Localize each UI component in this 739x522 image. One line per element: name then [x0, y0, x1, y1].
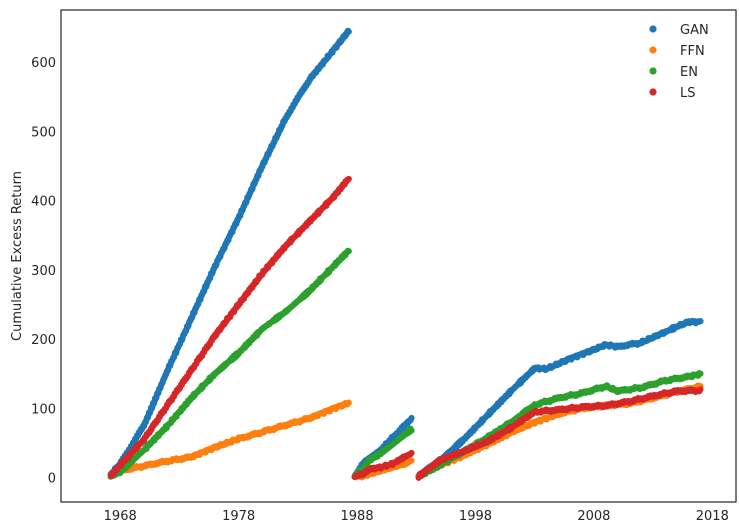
series-ls [107, 175, 704, 481]
point-gan [345, 28, 352, 35]
marks-layer [107, 27, 704, 481]
legend-marker-ffn [649, 46, 657, 54]
y-tick-label: 0 [48, 472, 56, 487]
y-tick-label: 500 [31, 125, 56, 140]
x-tick-label: 1988 [341, 509, 374, 522]
x-tick-label: 1998 [459, 509, 492, 522]
point-ls [408, 449, 415, 457]
point-en [408, 427, 415, 434]
x-tick-labels: 1968 1978 1988 1998 2008 2018 [104, 509, 729, 522]
point-ls [697, 386, 704, 393]
series-gan [107, 27, 704, 480]
y-axis-label: Cumulative Excess Return [10, 171, 25, 341]
y-tick-label: 300 [31, 264, 56, 279]
point-ffn [408, 457, 415, 464]
y-tick-label: 200 [31, 333, 56, 348]
legend-marker-en [649, 67, 657, 75]
x-tick-label: 2018 [696, 509, 729, 522]
y-tick-label: 100 [31, 402, 56, 417]
y-tick-label: 600 [31, 56, 56, 71]
legend-label-en: EN [680, 65, 698, 80]
legend-label-ffn: FFN [680, 44, 705, 59]
legend-marker-gan [649, 25, 657, 33]
legend-label-ls: LS [680, 86, 696, 101]
point-en [345, 248, 352, 255]
point-ffn [345, 399, 352, 406]
y-tick-labels: 0 100 200 300 400 500 600 [31, 56, 56, 487]
legend-marker-ls [649, 88, 657, 96]
x-tick-label: 1978 [222, 509, 255, 522]
point-gan [697, 318, 704, 325]
legend: GAN FFN EN LS [649, 23, 709, 101]
plot-frame [60, 9, 737, 503]
point-gan [408, 414, 415, 422]
legend-label-gan: GAN [680, 23, 709, 38]
point-en [697, 370, 704, 377]
point-ls [345, 175, 352, 183]
x-tick-label: 1968 [104, 509, 137, 522]
x-tick-label: 2008 [577, 509, 610, 522]
y-tick-label: 400 [31, 195, 56, 210]
